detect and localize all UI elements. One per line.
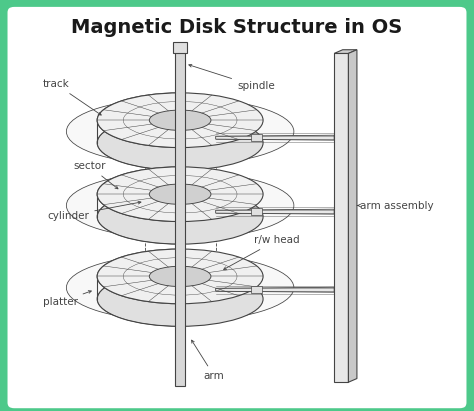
Text: track: track bbox=[43, 79, 101, 115]
Text: arm assembly: arm assembly bbox=[357, 201, 434, 210]
Text: arm: arm bbox=[191, 340, 225, 381]
FancyBboxPatch shape bbox=[5, 4, 469, 411]
Ellipse shape bbox=[66, 254, 294, 321]
Ellipse shape bbox=[149, 184, 211, 204]
Text: sector: sector bbox=[73, 162, 118, 189]
Ellipse shape bbox=[149, 110, 211, 130]
Ellipse shape bbox=[97, 115, 263, 170]
Text: spindle: spindle bbox=[189, 65, 275, 91]
Ellipse shape bbox=[97, 272, 263, 326]
Polygon shape bbox=[216, 287, 334, 292]
Text: platter: platter bbox=[43, 291, 91, 307]
FancyBboxPatch shape bbox=[173, 42, 187, 53]
Ellipse shape bbox=[97, 249, 263, 304]
Ellipse shape bbox=[66, 172, 294, 239]
Ellipse shape bbox=[97, 93, 263, 148]
FancyBboxPatch shape bbox=[334, 53, 348, 382]
Polygon shape bbox=[348, 50, 357, 382]
FancyBboxPatch shape bbox=[251, 286, 263, 293]
Polygon shape bbox=[216, 209, 334, 214]
Ellipse shape bbox=[97, 189, 263, 244]
Text: cylinder: cylinder bbox=[47, 201, 141, 221]
Polygon shape bbox=[216, 135, 334, 140]
Ellipse shape bbox=[66, 98, 294, 165]
Text: r/w head: r/w head bbox=[224, 236, 299, 270]
FancyBboxPatch shape bbox=[175, 47, 185, 386]
Polygon shape bbox=[334, 50, 357, 53]
Ellipse shape bbox=[149, 266, 211, 286]
FancyBboxPatch shape bbox=[251, 208, 263, 215]
Ellipse shape bbox=[97, 167, 263, 222]
FancyBboxPatch shape bbox=[251, 134, 263, 141]
Text: Magnetic Disk Structure in OS: Magnetic Disk Structure in OS bbox=[72, 18, 402, 37]
